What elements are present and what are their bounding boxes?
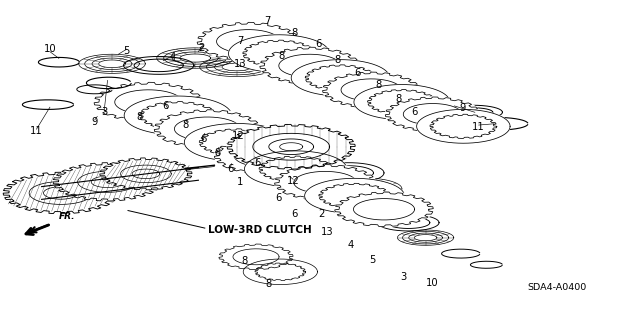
Text: 8: 8	[214, 148, 221, 158]
Text: 6: 6	[255, 158, 261, 168]
Polygon shape	[305, 178, 404, 213]
Polygon shape	[243, 259, 317, 285]
Polygon shape	[354, 85, 450, 120]
Polygon shape	[335, 192, 433, 226]
Text: 8: 8	[182, 120, 189, 130]
Text: 6: 6	[275, 193, 282, 204]
Text: 11: 11	[30, 126, 43, 137]
Text: 8: 8	[136, 112, 143, 122]
Polygon shape	[445, 105, 502, 119]
Text: 6: 6	[227, 164, 234, 174]
Text: 11: 11	[472, 122, 485, 132]
Polygon shape	[260, 47, 360, 84]
Polygon shape	[29, 182, 93, 204]
Text: 8: 8	[395, 94, 401, 104]
Polygon shape	[94, 82, 203, 122]
Text: 1: 1	[237, 177, 243, 188]
Text: 13: 13	[321, 227, 334, 237]
Text: SDA4-A0400: SDA4-A0400	[527, 283, 586, 292]
Text: 6: 6	[412, 107, 418, 117]
Polygon shape	[124, 96, 232, 135]
Polygon shape	[77, 171, 138, 192]
Polygon shape	[184, 123, 289, 161]
Polygon shape	[244, 151, 347, 187]
Text: 4: 4	[170, 52, 176, 63]
Polygon shape	[385, 97, 480, 131]
Polygon shape	[227, 124, 355, 169]
Polygon shape	[214, 137, 318, 174]
Text: 12: 12	[287, 176, 300, 186]
Text: 6: 6	[316, 39, 322, 49]
Text: FR.: FR.	[59, 212, 76, 221]
Polygon shape	[291, 60, 390, 96]
Text: LOW-3RD CLUTCH: LOW-3RD CLUTCH	[208, 225, 312, 235]
Text: 2: 2	[198, 43, 205, 54]
Text: 6: 6	[200, 134, 207, 144]
Polygon shape	[314, 163, 384, 183]
Text: 10: 10	[426, 278, 438, 288]
Polygon shape	[378, 214, 439, 231]
Text: 5: 5	[124, 46, 130, 56]
Text: 12: 12	[232, 130, 244, 141]
Text: 8: 8	[335, 55, 341, 65]
Text: 7: 7	[264, 16, 271, 26]
Polygon shape	[275, 165, 376, 200]
Polygon shape	[100, 158, 192, 190]
Text: 8: 8	[241, 256, 248, 266]
Text: 9: 9	[92, 117, 98, 127]
Text: 7: 7	[237, 36, 243, 46]
Polygon shape	[120, 165, 172, 182]
Text: 6: 6	[291, 209, 298, 219]
Text: 8: 8	[291, 28, 298, 39]
Polygon shape	[124, 56, 194, 74]
Polygon shape	[154, 110, 260, 148]
Polygon shape	[3, 172, 118, 214]
Polygon shape	[417, 109, 510, 143]
Text: 6: 6	[354, 68, 360, 78]
Polygon shape	[197, 22, 300, 61]
Text: 4: 4	[348, 240, 354, 250]
Text: 8: 8	[278, 51, 285, 61]
Text: 13: 13	[234, 59, 246, 69]
Polygon shape	[228, 35, 330, 72]
Polygon shape	[253, 133, 330, 160]
Text: 9: 9	[459, 103, 465, 113]
Polygon shape	[53, 163, 162, 201]
Text: 2: 2	[318, 209, 324, 219]
Text: 8: 8	[266, 279, 272, 289]
Text: 6: 6	[162, 101, 168, 111]
Text: 5: 5	[369, 255, 376, 265]
Text: 3: 3	[400, 272, 406, 282]
Text: 3: 3	[101, 107, 108, 117]
Text: 10: 10	[44, 44, 56, 55]
Polygon shape	[323, 72, 420, 108]
Text: 8: 8	[376, 80, 382, 91]
Polygon shape	[219, 244, 293, 270]
